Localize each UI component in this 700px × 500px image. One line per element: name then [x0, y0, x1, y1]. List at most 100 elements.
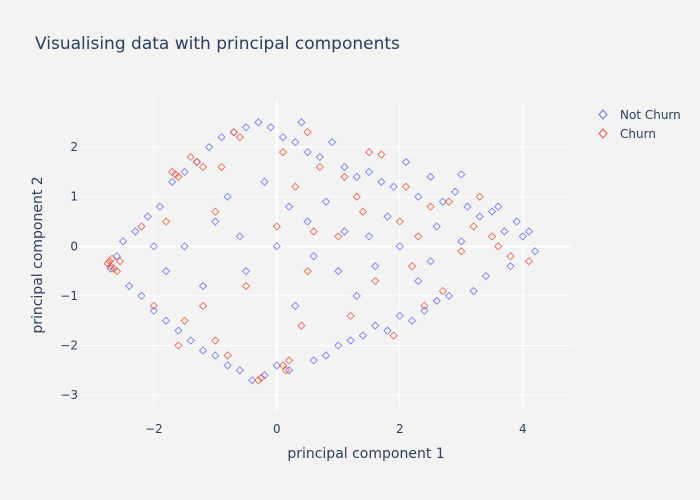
- point-not-churn: [143, 212, 152, 221]
- point-not-churn: [241, 123, 251, 132]
- point-not-churn: [303, 147, 312, 157]
- point-churn: [469, 222, 478, 231]
- point-not-churn: [155, 202, 165, 211]
- point-not-churn: [383, 326, 392, 335]
- point-not-churn: [297, 118, 306, 127]
- point-churn: [420, 301, 429, 310]
- point-churn: [278, 147, 288, 157]
- point-not-churn: [340, 227, 349, 236]
- point-churn: [272, 222, 281, 231]
- point-not-churn: [161, 316, 171, 325]
- point-not-churn: [346, 336, 355, 345]
- point-churn: [257, 373, 266, 382]
- y-tick-label: 1: [70, 190, 78, 204]
- point-not-churn: [420, 306, 429, 315]
- tick-labels: −2 0 2 4 −3 −2 −1 0 1 2: [60, 140, 526, 436]
- point-churn: [334, 232, 343, 241]
- point-not-churn: [463, 202, 472, 211]
- point-not-churn: [352, 291, 361, 301]
- point-churn: [494, 242, 503, 251]
- point-not-churn: [432, 296, 441, 306]
- point-churn: [149, 301, 158, 310]
- point-not-churn: [364, 167, 374, 177]
- point-churn: [284, 356, 294, 365]
- point-churn: [217, 162, 226, 172]
- point-not-churn: [284, 366, 294, 375]
- point-not-churn: [223, 192, 232, 201]
- x-tick-label: 0: [273, 422, 281, 436]
- point-not-churn: [414, 192, 423, 201]
- point-not-churn: [174, 326, 183, 335]
- point-not-churn: [389, 182, 398, 191]
- point-churn: [241, 281, 251, 291]
- point-not-churn: [494, 202, 503, 211]
- point-churn: [303, 266, 312, 276]
- point-churn: [297, 321, 306, 330]
- point-churn: [192, 157, 201, 167]
- chart-title: Visualising data with principal componen…: [35, 34, 400, 54]
- point-not-churn: [248, 376, 257, 385]
- point-churn: [303, 128, 312, 137]
- point-churn: [211, 207, 220, 216]
- point-churn: [229, 128, 238, 137]
- point-not-churn: [198, 346, 208, 355]
- point-not-churn: [407, 316, 417, 325]
- point-not-churn: [328, 138, 337, 147]
- point-not-churn: [469, 286, 478, 296]
- point-churn: [475, 192, 484, 201]
- y-tick-label: −3: [60, 388, 78, 402]
- y-tick-label: −2: [60, 339, 78, 353]
- point-churn: [407, 262, 417, 271]
- point-churn: [346, 311, 355, 320]
- x-axis-label: principal component 1: [287, 446, 445, 462]
- point-not-churn: [506, 262, 515, 271]
- point-churn: [254, 376, 263, 385]
- point-not-churn: [278, 133, 288, 142]
- legend-item-not-churn[interactable]: Not Churn: [592, 105, 681, 124]
- point-churn: [107, 254, 117, 263]
- point-churn: [524, 257, 534, 266]
- point-not-churn: [223, 361, 232, 370]
- point-churn: [438, 286, 447, 296]
- x-tick-label: 4: [519, 422, 527, 436]
- y-tick-label: 0: [70, 239, 78, 253]
- point-not-churn: [149, 306, 158, 315]
- point-churn: [235, 133, 245, 142]
- point-not-churn: [272, 242, 281, 251]
- point-churn: [180, 316, 189, 325]
- point-not-churn: [451, 187, 460, 196]
- point-churn: [137, 222, 146, 231]
- x-tick-label: 2: [396, 422, 404, 436]
- point-churn: [315, 162, 324, 172]
- point-churn: [358, 207, 368, 216]
- legend-swatch-churn: [598, 128, 608, 139]
- point-not-churn: [438, 197, 447, 206]
- point-not-churn: [180, 242, 189, 251]
- point-not-churn: [315, 152, 324, 162]
- point-not-churn: [395, 242, 404, 251]
- point-churn: [281, 366, 291, 375]
- y-axis-label: principal component 2: [30, 176, 46, 334]
- point-not-churn: [254, 118, 263, 127]
- legend-swatch-not-churn: [598, 109, 608, 120]
- point-not-churn: [303, 217, 312, 226]
- point-not-churn: [131, 227, 140, 236]
- point-not-churn: [125, 281, 134, 291]
- point-not-churn: [457, 170, 466, 179]
- point-churn: [426, 202, 435, 211]
- point-not-churn: [211, 217, 220, 226]
- point-churn: [278, 361, 288, 370]
- point-not-churn: [321, 351, 331, 360]
- point-not-churn: [321, 197, 331, 206]
- point-not-churn: [272, 361, 281, 370]
- point-churn: [115, 257, 125, 266]
- point-not-churn: [198, 281, 208, 291]
- legend-item-churn[interactable]: Churn: [592, 124, 681, 143]
- point-not-churn: [371, 321, 380, 330]
- point-not-churn: [334, 341, 343, 350]
- point-churn: [161, 217, 171, 226]
- point-churn: [198, 162, 208, 172]
- point-churn: [444, 197, 454, 206]
- point-not-churn: [530, 247, 540, 256]
